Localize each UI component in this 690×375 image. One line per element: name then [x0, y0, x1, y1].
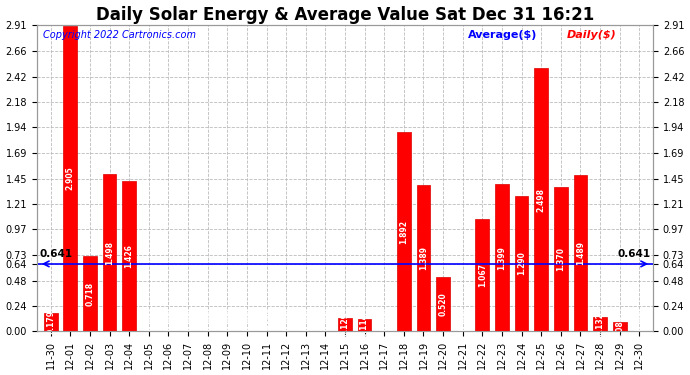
- Bar: [122, 181, 136, 332]
- Title: Daily Solar Energy & Average Value Sat Dec 31 16:21: Daily Solar Energy & Average Value Sat D…: [96, 6, 594, 24]
- Text: 0.000: 0.000: [302, 307, 310, 331]
- Text: 0.086: 0.086: [615, 315, 624, 339]
- Text: 0.641: 0.641: [617, 249, 650, 259]
- Text: 0.000: 0.000: [458, 307, 467, 331]
- Text: Copyright 2022 Cartronics.com: Copyright 2022 Cartronics.com: [43, 30, 196, 40]
- Bar: [357, 320, 371, 332]
- Text: 0.000: 0.000: [282, 307, 290, 331]
- Text: 0.000: 0.000: [223, 307, 232, 331]
- Text: 1.290: 1.290: [517, 252, 526, 275]
- Bar: [554, 187, 568, 332]
- Bar: [43, 312, 57, 332]
- Bar: [417, 185, 431, 332]
- Bar: [593, 318, 607, 332]
- Text: 0.520: 0.520: [439, 292, 448, 316]
- Bar: [495, 184, 509, 332]
- Text: 0.114: 0.114: [360, 314, 369, 337]
- Text: 0.000: 0.000: [635, 307, 644, 331]
- Text: 1.067: 1.067: [478, 263, 487, 287]
- Bar: [103, 174, 117, 332]
- Bar: [573, 175, 587, 332]
- Text: 0.000: 0.000: [184, 307, 193, 331]
- Text: 1.489: 1.489: [576, 241, 585, 265]
- Text: 0.000: 0.000: [321, 307, 330, 331]
- Bar: [475, 219, 489, 332]
- Bar: [83, 256, 97, 332]
- Bar: [397, 132, 411, 332]
- Text: 0.000: 0.000: [242, 307, 251, 331]
- Text: 0.005: 0.005: [144, 307, 153, 331]
- Text: Average($): Average($): [469, 30, 538, 40]
- Text: 1.426: 1.426: [125, 244, 134, 268]
- Text: 1.370: 1.370: [556, 247, 565, 271]
- Bar: [534, 69, 548, 332]
- Text: 1.399: 1.399: [497, 246, 506, 270]
- Text: Daily($): Daily($): [566, 30, 617, 40]
- Text: 2.498: 2.498: [537, 188, 546, 212]
- Bar: [613, 322, 627, 332]
- Bar: [515, 196, 529, 332]
- Text: 0.000: 0.000: [262, 307, 271, 331]
- Text: 2.905: 2.905: [66, 166, 75, 190]
- Text: 0.000: 0.000: [203, 307, 212, 331]
- Text: 0.718: 0.718: [86, 282, 95, 306]
- Text: 1.892: 1.892: [400, 220, 408, 244]
- Bar: [63, 26, 77, 332]
- Text: 0.641: 0.641: [40, 249, 73, 259]
- Text: 1.498: 1.498: [105, 240, 114, 264]
- Text: 1.389: 1.389: [419, 246, 428, 270]
- Text: 0.000: 0.000: [380, 307, 388, 331]
- Text: 0.129: 0.129: [340, 313, 350, 336]
- Text: 0.000: 0.000: [164, 307, 173, 331]
- Text: 0.179: 0.179: [46, 310, 55, 334]
- Bar: [436, 277, 450, 332]
- Bar: [142, 331, 156, 332]
- Text: 0.132: 0.132: [595, 312, 604, 336]
- Bar: [338, 318, 352, 332]
